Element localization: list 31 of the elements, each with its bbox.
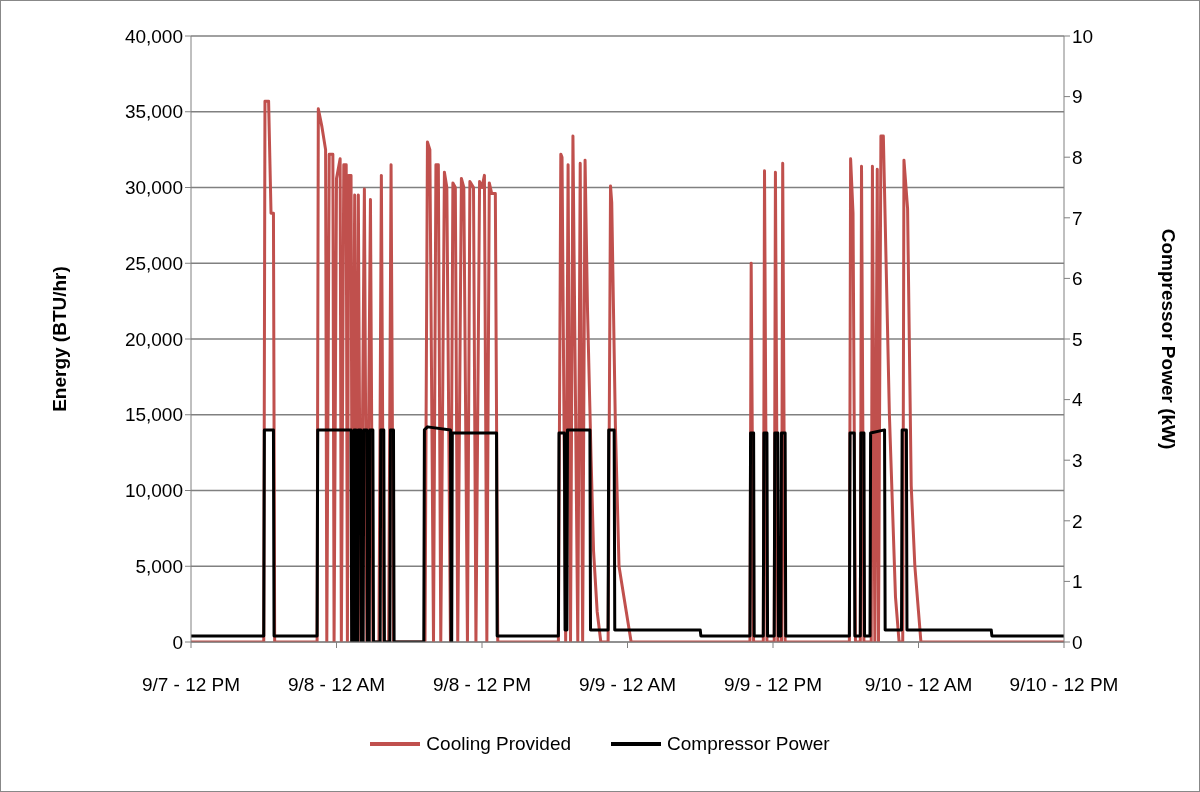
y2-axis-title: Compressor Power (kW) [1158,228,1180,450]
x-tick-label: 9/10 - 12 PM [1009,674,1119,696]
y2-tick-label: 7 [1072,207,1083,229]
y-tick-label: 40,000 [124,25,183,47]
legend-label: Compressor Power [667,733,830,755]
y2-tick-label: 8 [1072,146,1083,168]
x-tick-label: 9/9 - 12 PM [723,674,823,696]
y-tick-label: 5,000 [135,555,183,577]
x-tick-label: 9/8 - 12 AM [287,674,386,696]
y-tick-label: 0 [172,631,183,653]
y-tick-label: 20,000 [124,328,183,350]
y-tick-label: 15,000 [124,404,183,426]
y2-tick-label: 4 [1072,389,1083,411]
y-tick-label: 25,000 [124,252,183,274]
y2-tick-label: 3 [1072,449,1083,471]
y-tick-label: 10,000 [124,480,183,502]
y2-tick-label: 10 [1072,25,1094,47]
x-tick-label: 9/8 - 12 PM [432,674,532,696]
y2-tick-label: 6 [1072,268,1083,290]
x-tick-label: 9/9 - 12 AM [578,674,677,696]
y-axis-title: Energy (BTU/hr) [48,266,70,412]
y-tick-label: 30,000 [124,177,183,199]
y2-tick-label: 1 [1072,571,1083,593]
y2-tick-label: 9 [1072,86,1083,108]
x-tick-label: 9/7 - 12 PM [141,674,241,696]
legend-label: Cooling Provided [426,733,572,755]
y2-tick-label: 0 [1072,631,1083,653]
x-tick-label: 9/10 - 12 AM [864,674,973,696]
y2-tick-label: 2 [1072,510,1083,532]
y2-tick-label: 5 [1072,328,1083,350]
y-tick-label: 35,000 [124,101,183,123]
